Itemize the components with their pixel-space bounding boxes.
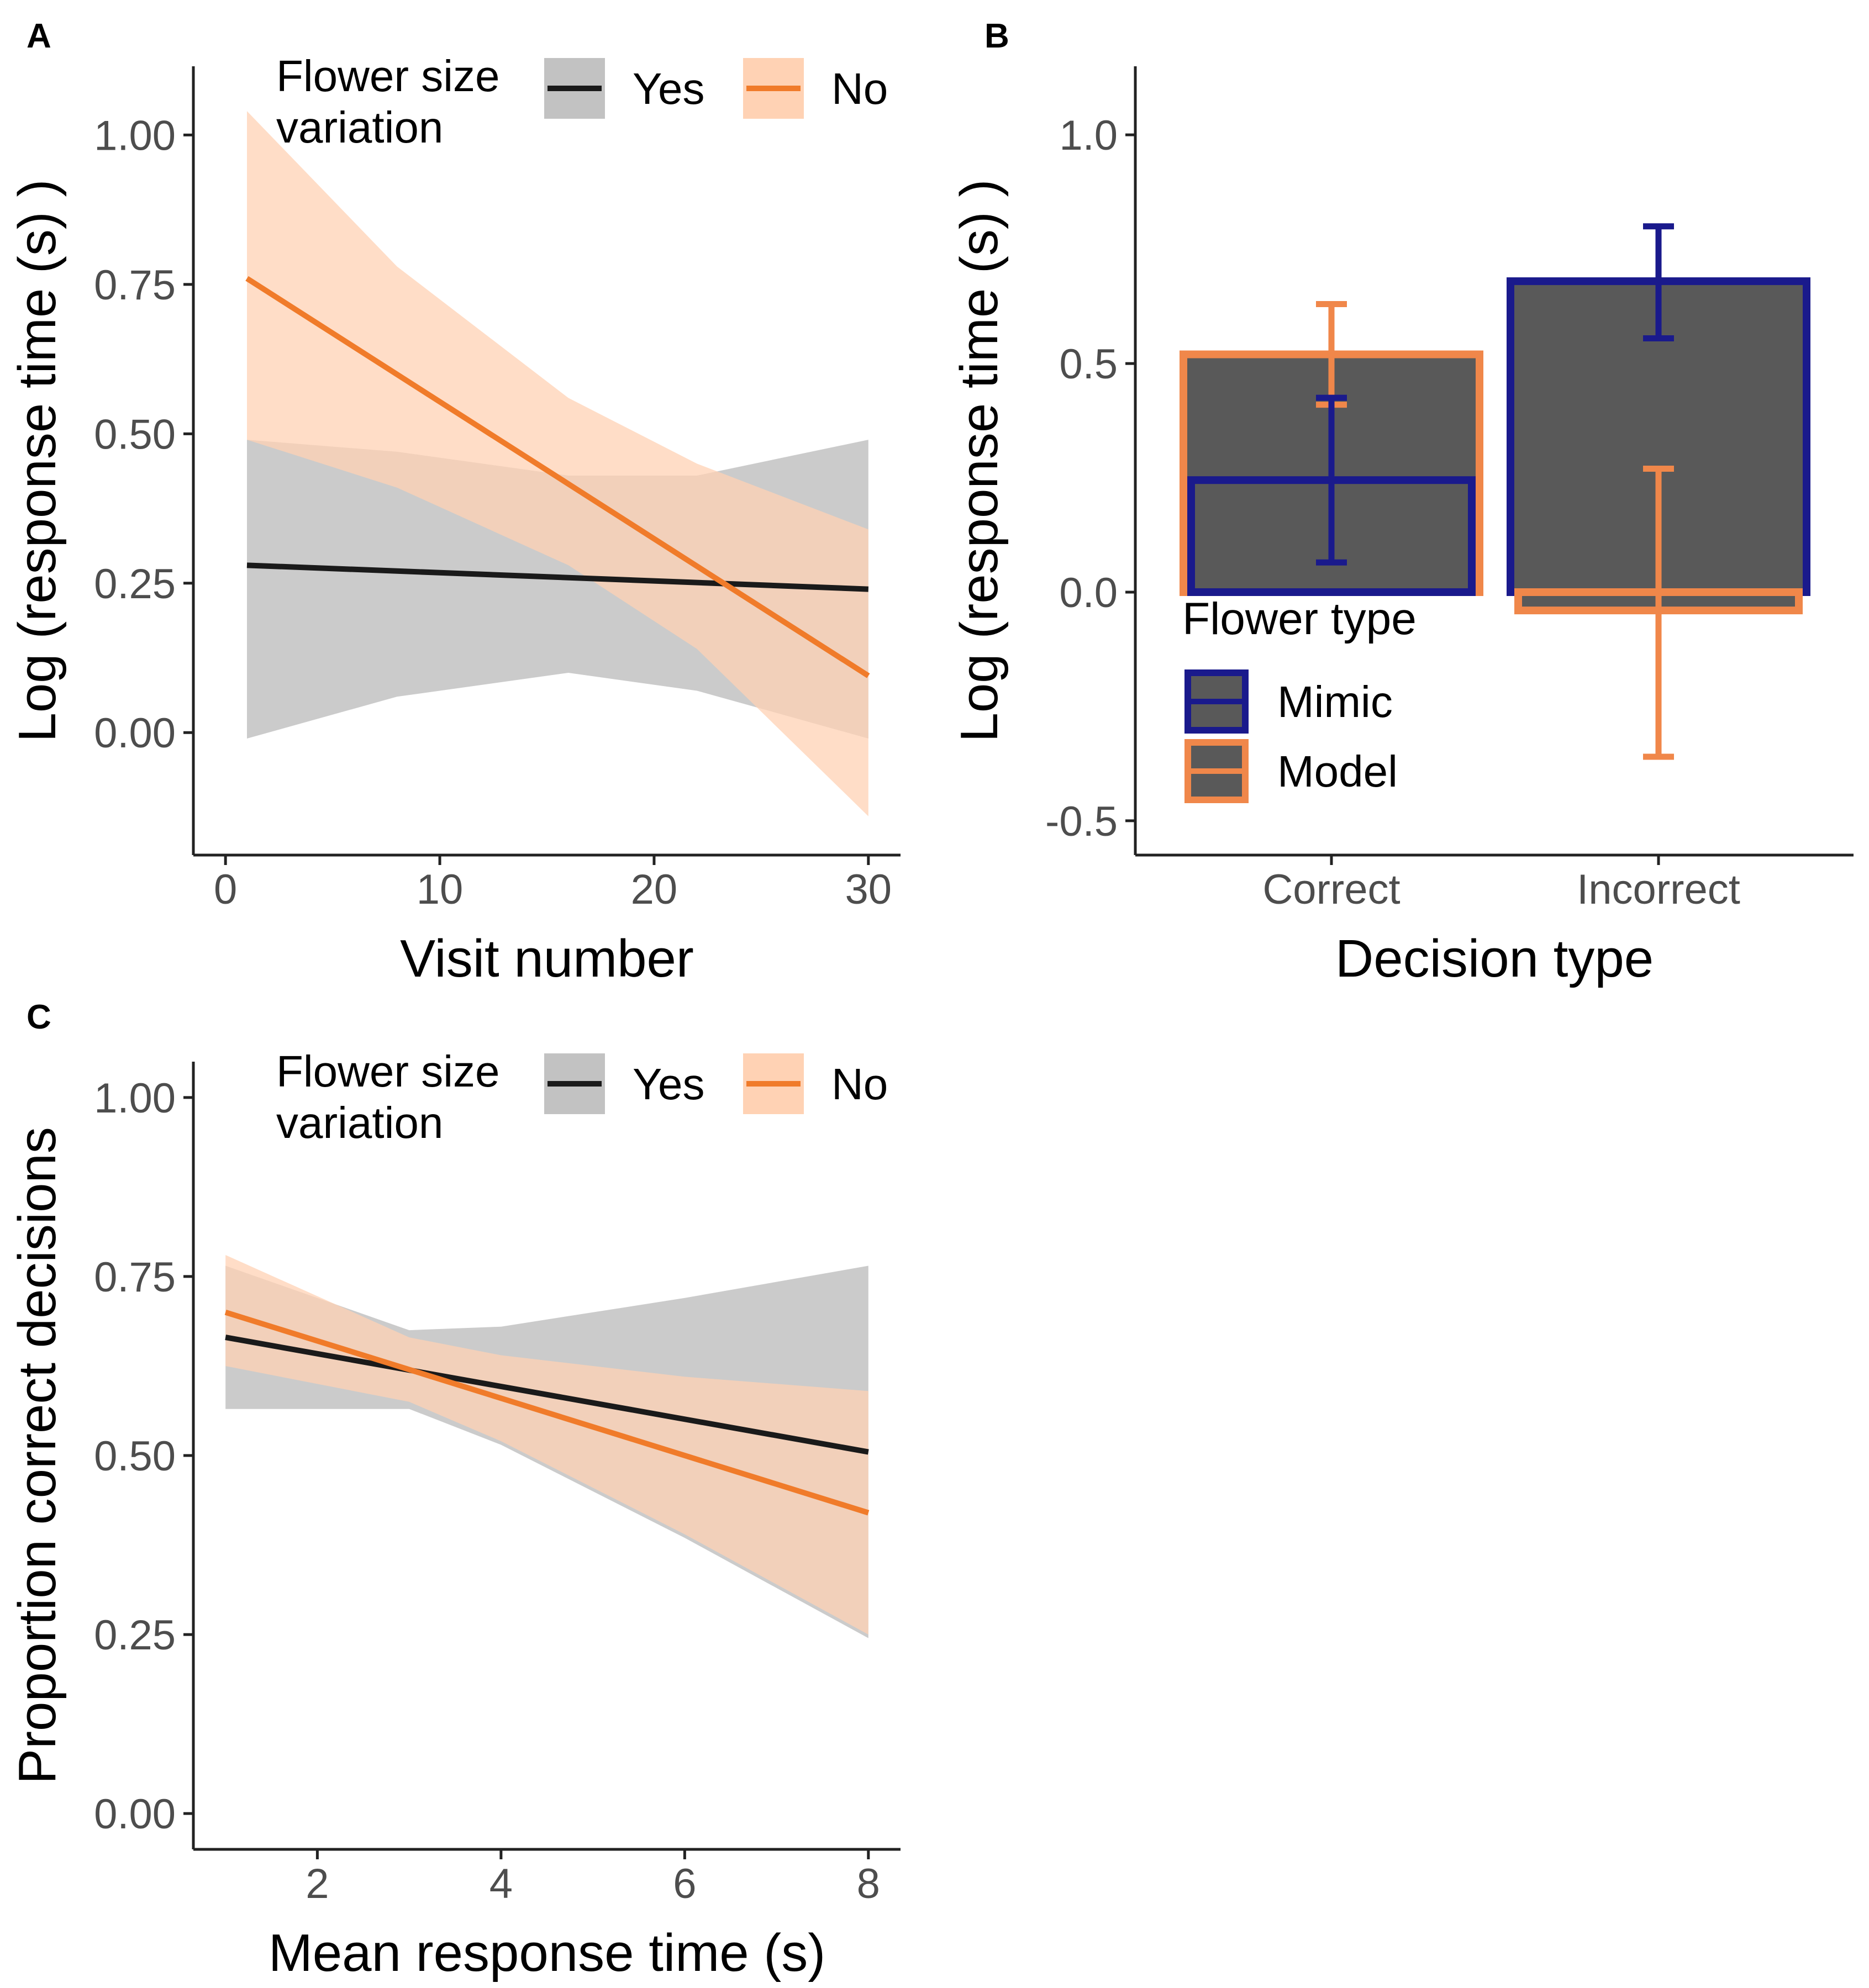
legend-title: Flower size <box>276 51 500 101</box>
y-tick-label: 0.00 <box>94 1791 176 1838</box>
trend-line-no <box>245 276 870 678</box>
legend-label: Yes <box>633 1059 705 1109</box>
y-tick-label: -0.5 <box>1045 798 1118 845</box>
y-tick-label: 0.5 <box>1059 341 1118 388</box>
x-axis-title: Decision type <box>1335 929 1654 988</box>
panel-c: C 0.00 0.25 0.50 0.75 1.00 2 4 6 8 Mean response t… <box>8 998 901 1982</box>
y-axis-title: Log (response time (s) ) <box>8 179 67 742</box>
x-tick-label: 30 <box>845 866 892 913</box>
legend-title: variation <box>276 1098 443 1147</box>
y-tick-label: 1.0 <box>1059 112 1118 159</box>
panel-a: A 0.00 0.25 0.50 0.75 1.00 0 10 20 30 Visit number… <box>8 17 901 988</box>
x-tick-label: Incorrect <box>1577 866 1740 913</box>
legend-title: Flower size <box>276 1047 500 1096</box>
trend-line-no <box>224 1309 870 1516</box>
legend: Flower type Mimic Model <box>1182 594 1417 803</box>
trend-line-yes <box>225 1335 869 1455</box>
y-tick-label: 1.00 <box>94 1075 176 1122</box>
x-tick-label: 4 <box>489 1860 513 1907</box>
trend-line-yes <box>246 562 869 592</box>
y-tick-label: 1.00 <box>94 112 176 159</box>
panel-letter: C <box>27 998 51 1036</box>
x-axis-title: Mean response time (s) <box>268 1923 825 1982</box>
legend-title: Flower type <box>1182 594 1417 644</box>
panel-b: B Correct Incorrect -0.5 0.0 0.5 1.0 Decision t… <box>950 17 1854 988</box>
x-tick-label: 6 <box>673 1860 696 1907</box>
legend-label: No <box>831 1059 888 1109</box>
x-tick-label: 2 <box>306 1860 329 1907</box>
ci-band-no <box>225 1255 868 1635</box>
x-tick-label: 10 <box>417 866 464 913</box>
legend-label: Yes <box>633 64 705 113</box>
legend-label: Model <box>1277 747 1398 796</box>
x-tick-label: 8 <box>857 1860 880 1907</box>
y-axis-title: Log (response time (s) ) <box>950 179 1009 742</box>
y-tick-label: 0.0 <box>1059 569 1118 616</box>
x-tick-label: 20 <box>631 866 678 913</box>
x-tick-label: Correct <box>1262 866 1400 913</box>
y-tick-label: 0.75 <box>94 262 176 309</box>
legend-label: No <box>831 64 888 113</box>
y-tick-label: 0.25 <box>94 1612 176 1659</box>
y-tick-label: 0.50 <box>94 1433 176 1480</box>
x-axis-title: Visit number <box>400 929 694 988</box>
y-axis-title: Proportion correct decisions <box>8 1127 67 1784</box>
y-tick-label: 0.00 <box>94 710 176 757</box>
y-tick-label: 0.75 <box>94 1254 176 1301</box>
x-tick-label: 0 <box>214 866 237 913</box>
panel-letter: B <box>984 17 1009 55</box>
y-tick-label: 0.50 <box>94 411 176 458</box>
y-tick-label: 0.25 <box>94 561 176 608</box>
ci-band-no <box>247 111 868 816</box>
legend-title: variation <box>276 103 443 152</box>
panel-letter: A <box>27 17 51 55</box>
legend-label: Mimic <box>1277 677 1393 726</box>
